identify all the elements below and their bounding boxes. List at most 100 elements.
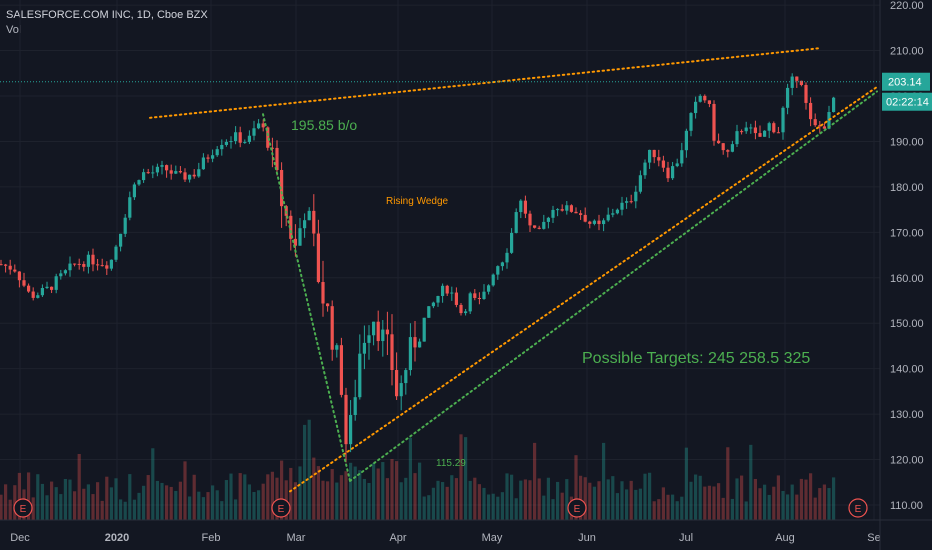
candle-body <box>717 140 721 144</box>
candle-body <box>22 280 26 286</box>
candle-body <box>335 345 339 350</box>
volume-bar <box>17 472 21 520</box>
candle-body <box>804 85 808 103</box>
volume-bar <box>436 480 440 520</box>
volume-bar <box>353 466 357 520</box>
candle-body <box>234 132 238 142</box>
volume-bar <box>744 501 748 520</box>
volume-bar <box>643 473 647 520</box>
volume-bar <box>77 453 81 520</box>
candle-body <box>418 341 422 348</box>
candle-body <box>427 306 431 318</box>
grid <box>0 0 880 520</box>
volume-bar <box>63 479 67 520</box>
candle-body <box>358 353 362 398</box>
candle-body <box>477 297 481 300</box>
x-tick-label: 2020 <box>105 532 129 544</box>
candle-body <box>730 144 734 152</box>
volume-bar <box>445 486 449 520</box>
volume-bars <box>0 419 836 520</box>
y-tick-label: 210.00 <box>890 46 924 58</box>
volume-bar <box>625 489 629 520</box>
volume-bar <box>763 484 767 520</box>
volume-bar <box>91 494 95 520</box>
volume-bar <box>726 447 730 520</box>
volume-bar <box>730 498 734 520</box>
candle-body <box>459 304 463 314</box>
volume-bar <box>151 448 155 520</box>
candle-body <box>786 87 790 108</box>
volume-bar <box>73 491 77 520</box>
candle-body <box>537 227 541 229</box>
volume-bar <box>648 472 652 520</box>
volume-bar <box>344 471 348 520</box>
volume-bar <box>155 480 159 520</box>
volume-bar <box>450 475 454 520</box>
volume-bar <box>602 442 606 520</box>
volume-bar <box>197 491 201 520</box>
candle-body <box>546 217 550 222</box>
volume-bar <box>252 491 256 520</box>
volume-bar <box>790 484 794 520</box>
volume-bar <box>629 480 633 520</box>
y-tick-label: 160.00 <box>890 273 924 285</box>
volume-bar <box>119 499 123 520</box>
candle-body <box>330 306 334 350</box>
candle-body <box>280 169 284 207</box>
candle-body <box>703 95 707 101</box>
volume-bar <box>809 473 813 520</box>
volume-bar <box>487 494 491 520</box>
candle-body <box>519 200 523 213</box>
volume-bar <box>588 482 592 520</box>
volume-bar <box>422 496 426 520</box>
candle-body <box>464 311 468 314</box>
candle-body <box>247 135 251 142</box>
volume-bar <box>289 467 293 520</box>
candle-body <box>542 221 546 229</box>
volume-bar <box>247 484 251 520</box>
candle-body <box>726 150 730 152</box>
volume-bar <box>721 497 725 520</box>
countdown-text: 02:22:14 <box>886 97 929 109</box>
volume-bar <box>266 474 270 520</box>
candle-body <box>441 285 445 297</box>
candle-body <box>381 329 385 342</box>
candle-body <box>123 217 127 234</box>
volume-bar <box>234 499 238 520</box>
volume-bar <box>8 499 12 520</box>
candle-body <box>413 337 417 348</box>
volume-bar <box>431 487 435 520</box>
volume-bar <box>31 497 35 520</box>
candle-body <box>648 149 652 163</box>
volume-bar <box>372 463 376 520</box>
candle-body <box>395 370 399 397</box>
candle-body <box>579 213 583 215</box>
candle-body <box>510 232 514 253</box>
earnings-marker-icon <box>13 498 33 518</box>
volume-bar <box>615 493 619 520</box>
candle-body <box>8 265 12 270</box>
candle-body <box>344 394 348 445</box>
volume-bar <box>523 479 527 520</box>
candle-body <box>59 273 63 277</box>
earnings-marker-label: E <box>20 504 27 515</box>
volume-bar <box>551 499 555 520</box>
volume-bar <box>59 494 63 520</box>
candle-body <box>500 262 504 267</box>
volume-bar <box>358 470 362 520</box>
candle-body <box>201 157 205 170</box>
volume-bar <box>776 475 780 520</box>
volume-bar <box>795 494 799 520</box>
volume-bar <box>339 475 343 520</box>
volume-bar <box>36 474 40 520</box>
candle-body <box>188 174 192 180</box>
volume-bar <box>100 500 104 520</box>
candle-body <box>385 329 389 335</box>
volume-bar <box>818 488 822 520</box>
y-tick-label: 180.00 <box>890 182 924 194</box>
volume-bar <box>192 474 196 520</box>
volume-bar <box>381 462 385 520</box>
candle-body <box>625 201 629 203</box>
candle-body <box>31 291 35 298</box>
